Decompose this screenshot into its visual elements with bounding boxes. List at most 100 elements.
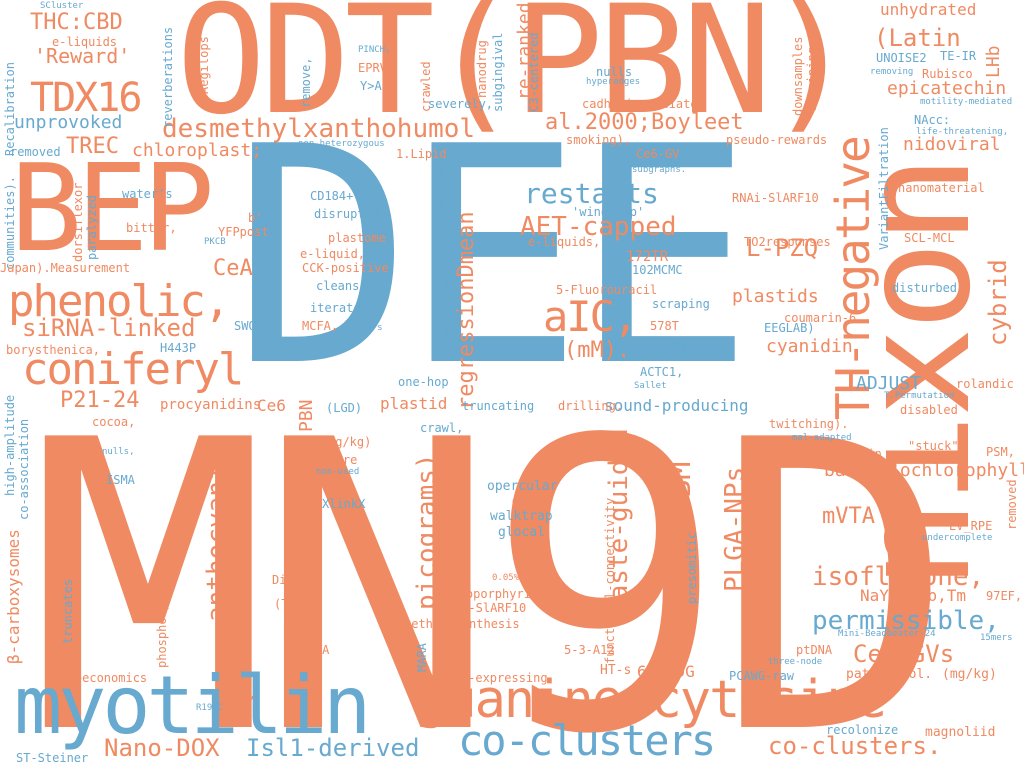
cloud-word: 15mers	[980, 633, 1013, 643]
cloud-word: DiR	[272, 573, 294, 587]
cloud-word: regressionDmean	[454, 211, 479, 410]
cloud-word: SCluster	[40, 1, 84, 11]
cloud-word: tensin,	[306, 335, 357, 349]
cloud-word: Isl1-derived	[246, 734, 420, 762]
cloud-word: CD184+	[310, 189, 354, 203]
cloud-word: Aegilops	[197, 36, 211, 94]
cloud-word: cleansing,	[316, 279, 389, 293]
cloud-word: 172TR	[626, 249, 669, 265]
cloud-word: three-node	[768, 657, 823, 667]
cloud-word: magnoliid	[925, 725, 996, 740]
cloud-word: Ce6	[257, 396, 286, 415]
cloud-word: nulls,	[102, 447, 135, 457]
cloud-word: 42MGBA	[286, 643, 330, 657]
cloud-word: removing	[870, 67, 914, 77]
cloud-word: restarts	[524, 177, 659, 210]
cloud-word: severely,	[428, 97, 494, 111]
cloud-word: cocoa,	[92, 415, 136, 429]
cloud-word: YFPpost	[218, 225, 269, 239]
cloud-word: ligand-engaged	[441, 274, 451, 350]
cloud-word: TO2responses	[744, 235, 831, 249]
cloud-word: 'Reward'	[34, 44, 131, 68]
cloud-word: unprovoked	[14, 112, 123, 133]
cloud-word: P21-24	[60, 388, 140, 413]
cloud-word: removed	[10, 145, 61, 159]
cloud-word: NAcc:	[914, 113, 951, 127]
cloud-word: LHb	[983, 45, 1004, 78]
cloud-word: VariantFiltration	[877, 127, 891, 250]
cloud-word: TE-IR	[940, 49, 977, 63]
cloud-word: disabled	[900, 403, 958, 417]
cloud-word: twitching).	[769, 417, 849, 431]
cloud-word: (EDM	[656, 339, 685, 353]
cloud-word: PBN	[296, 399, 317, 432]
cloud-word: aIC,	[543, 292, 638, 341]
cloud-word: PKCB	[204, 237, 226, 247]
cloud-word: ADJUST	[856, 373, 922, 394]
cloud-word: desmethylxanthohumol	[162, 114, 476, 144]
cloud-word: one-hop	[398, 375, 449, 389]
cloud-word: 5-Fluorouracil	[556, 283, 658, 297]
cloud-word: b'	[248, 211, 263, 225]
cloud-word: non-used	[316, 467, 360, 477]
cloud-word: (LGD)	[326, 401, 363, 415]
cloud-word: PSM,	[986, 445, 1015, 459]
cloud-word: paralyzed	[85, 194, 99, 260]
cloud-word: functional-connectivity	[603, 497, 617, 664]
cloud-word: drilling.	[558, 399, 624, 413]
cloud-word: siRNA-linked	[22, 314, 196, 342]
cloud-word: pseudo-rewards	[726, 133, 828, 147]
cloud-word: truncates	[61, 578, 75, 644]
cloud-word: al.2000;Boyleet	[545, 110, 744, 135]
cloud-word: nanomaterial	[898, 181, 985, 195]
cloud-word: plastome	[328, 231, 386, 245]
cloud-word: Ce6-GV	[636, 147, 680, 161]
cloud-word: nidoviral	[903, 134, 1001, 155]
cloud-word: coumarin	[824, 447, 882, 461]
cloud-word: patchoulol.	[846, 667, 933, 682]
cloud-word: procyanidins	[160, 397, 262, 413]
cloud-word: undercomplete	[922, 533, 993, 543]
cloud-word: iterates	[310, 301, 368, 315]
cloud-word: THC:CBD	[30, 10, 123, 35]
cloud-word: β-carboxysomes	[4, 529, 23, 664]
cloud-word: hM3Dq-expressing	[432, 671, 548, 685]
cloud-word: styryl	[89, 446, 103, 490]
cloud-word: mVTA	[822, 504, 875, 529]
cloud-word: rolandic	[956, 377, 1014, 391]
cloud-word: Rubisco	[922, 67, 973, 81]
cloud-word: T.Permutation	[884, 391, 955, 401]
cloud-word: phospho-peptides	[155, 552, 169, 668]
cloud-word: cybrid	[984, 259, 1012, 346]
cloud-word: BVs	[283, 618, 323, 643]
cloud-word: re-occurring	[223, 559, 237, 646]
cloud-word: 6-NBDG	[637, 662, 695, 681]
cloud-word: NaYF4:Yb,Tm	[860, 586, 966, 605]
cloud-word: EPRVs	[358, 61, 395, 75]
cloud-word: cadherin-mediated	[582, 97, 705, 111]
cloud-word: EEGLAB)	[764, 321, 815, 335]
cloud-word: reverberations	[161, 26, 175, 128]
cloud-word: life-threatening,	[916, 127, 1009, 137]
cloud-word: ISMA	[106, 473, 135, 487]
cloud-word: opercular	[487, 479, 558, 494]
cloud-word: plastid	[380, 394, 448, 413]
cloud-word: unhydrated	[880, 0, 977, 19]
cloud-word: 102MCMC	[632, 263, 683, 277]
cloud-word: Nano-DOX	[104, 734, 220, 762]
cloud-word: bitter,	[126, 221, 177, 235]
cloud-word: e-liquids	[52, 35, 118, 49]
cloud-word: SCL-MCL	[904, 231, 955, 245]
cloud-word: R196C	[196, 703, 224, 713]
cloud-word: truncating	[462, 399, 535, 413]
cloud-word: 1.Lipid	[396, 147, 447, 161]
cloud-word: ST-Steiner	[16, 751, 89, 765]
cloud-word: 'wings-up'	[572, 205, 645, 219]
cloud-word: CCK-positive	[302, 261, 389, 275]
cloud-word: TREC	[66, 134, 119, 159]
cloud-word: bacteriochlorophyll	[824, 460, 1024, 481]
cloud-word: RNAi-SlARF10	[732, 191, 819, 205]
cloud-word: high-amplitude	[3, 394, 17, 496]
cloud-word: OE-SlARF10	[454, 601, 527, 615]
